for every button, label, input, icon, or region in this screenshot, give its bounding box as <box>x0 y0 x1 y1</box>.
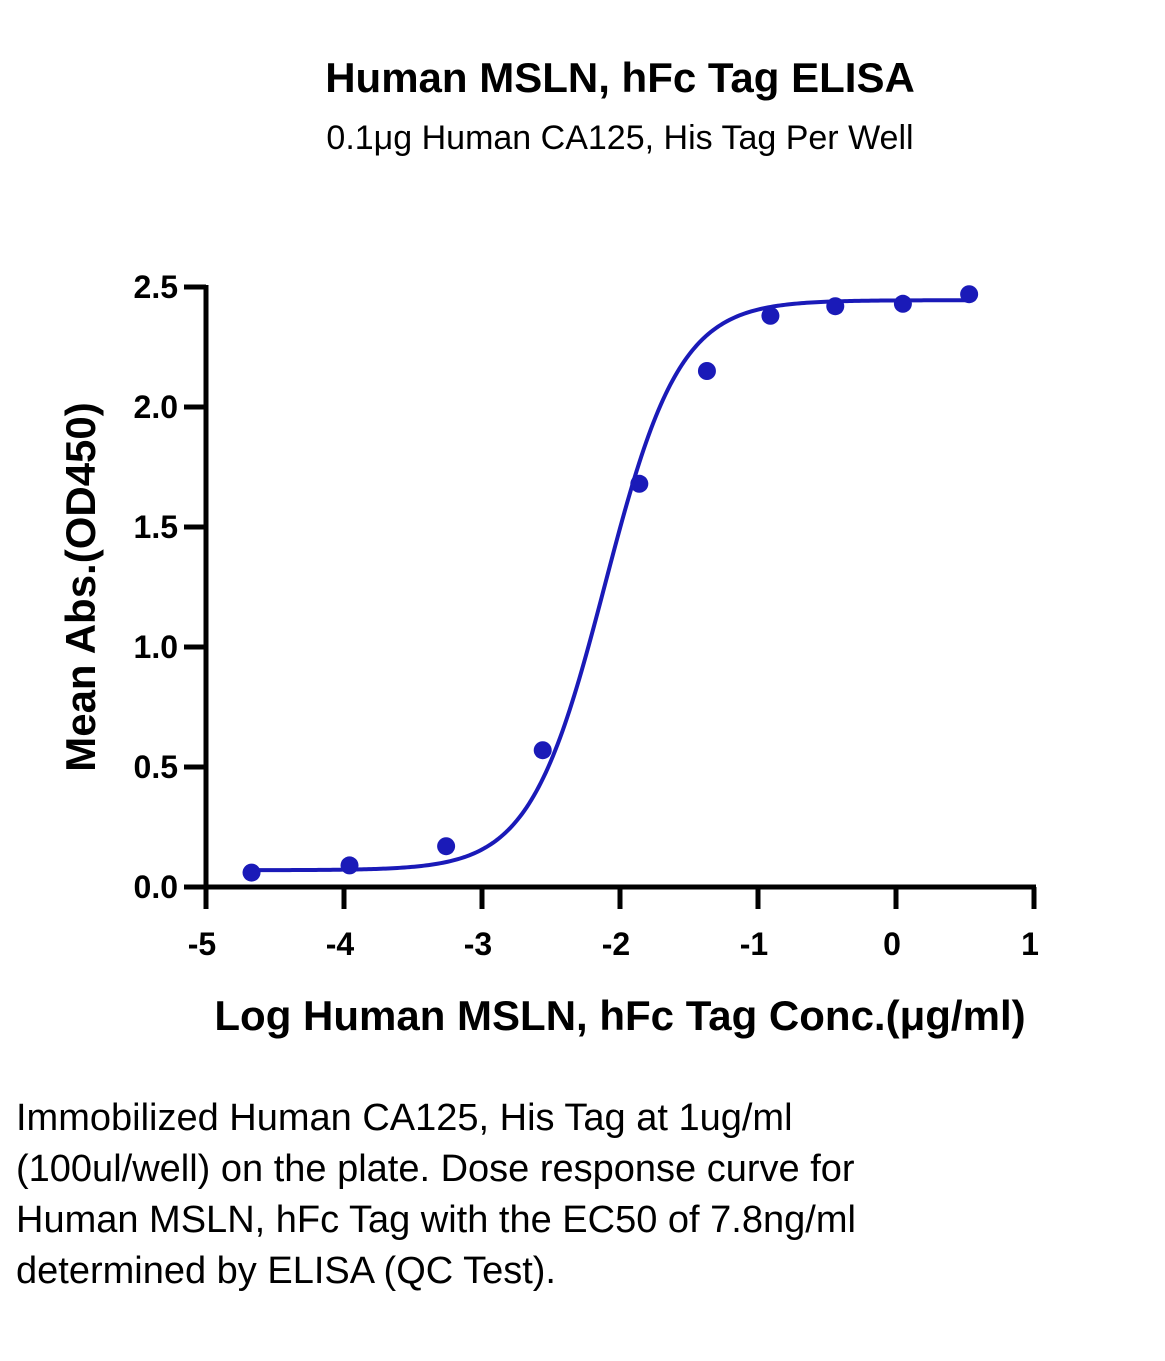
x-tick-label: -3 <box>464 926 492 962</box>
data-point <box>826 297 845 316</box>
data-point <box>697 362 716 380</box>
fit-curve <box>251 298 970 873</box>
data-points-layer <box>242 285 979 882</box>
x-tick-label: 1 <box>1021 926 1039 962</box>
x-tick-label: -2 <box>602 926 630 962</box>
data-point <box>340 856 359 875</box>
y-tick-label: 2.5 <box>134 269 178 305</box>
x-tick-label: 0 <box>883 926 901 962</box>
y-tick-label: 2.0 <box>134 389 178 425</box>
data-point <box>437 837 456 856</box>
data-point <box>242 863 261 882</box>
axes: 0.0 0.5 1.0 1.5 2.0 2.5 -5 -4 -3 -2 -1 0 1 <box>134 269 1039 962</box>
x-tick-label: -1 <box>740 926 768 962</box>
y-tick-label: 0.5 <box>134 749 178 785</box>
chart-title: Human MSLN, hFc Tag ELISA <box>325 54 915 101</box>
y-axis-label: Mean Abs.(OD450) <box>57 402 104 772</box>
x-axis-label: Log Human MSLN, hFc Tag Conc.(μg/ml) <box>214 992 1025 1039</box>
data-point <box>630 474 649 493</box>
figure-caption: Immobilized Human CA125, His Tag at 1ug/… <box>16 1097 856 1292</box>
data-point <box>533 741 552 760</box>
chart: Human MSLN, hFc Tag ELISA 0.1μg Human CA… <box>57 54 1039 1039</box>
data-point <box>893 294 912 313</box>
x-tick-label: -5 <box>188 926 216 962</box>
data-point <box>960 285 979 304</box>
y-tick-label: 1.5 <box>134 509 178 545</box>
x-tick-label: -4 <box>326 926 355 962</box>
y-tick-label: 1.0 <box>134 629 178 665</box>
chart-subtitle: 0.1μg Human CA125, His Tag Per Well <box>326 119 913 157</box>
y-tick-label: 0.0 <box>134 869 178 905</box>
fit-curve-layer <box>251 298 970 873</box>
data-point <box>761 306 780 325</box>
